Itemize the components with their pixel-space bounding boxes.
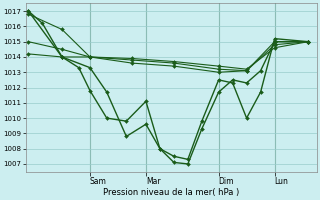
X-axis label: Pression niveau de la mer( hPa ): Pression niveau de la mer( hPa ) xyxy=(103,188,239,197)
